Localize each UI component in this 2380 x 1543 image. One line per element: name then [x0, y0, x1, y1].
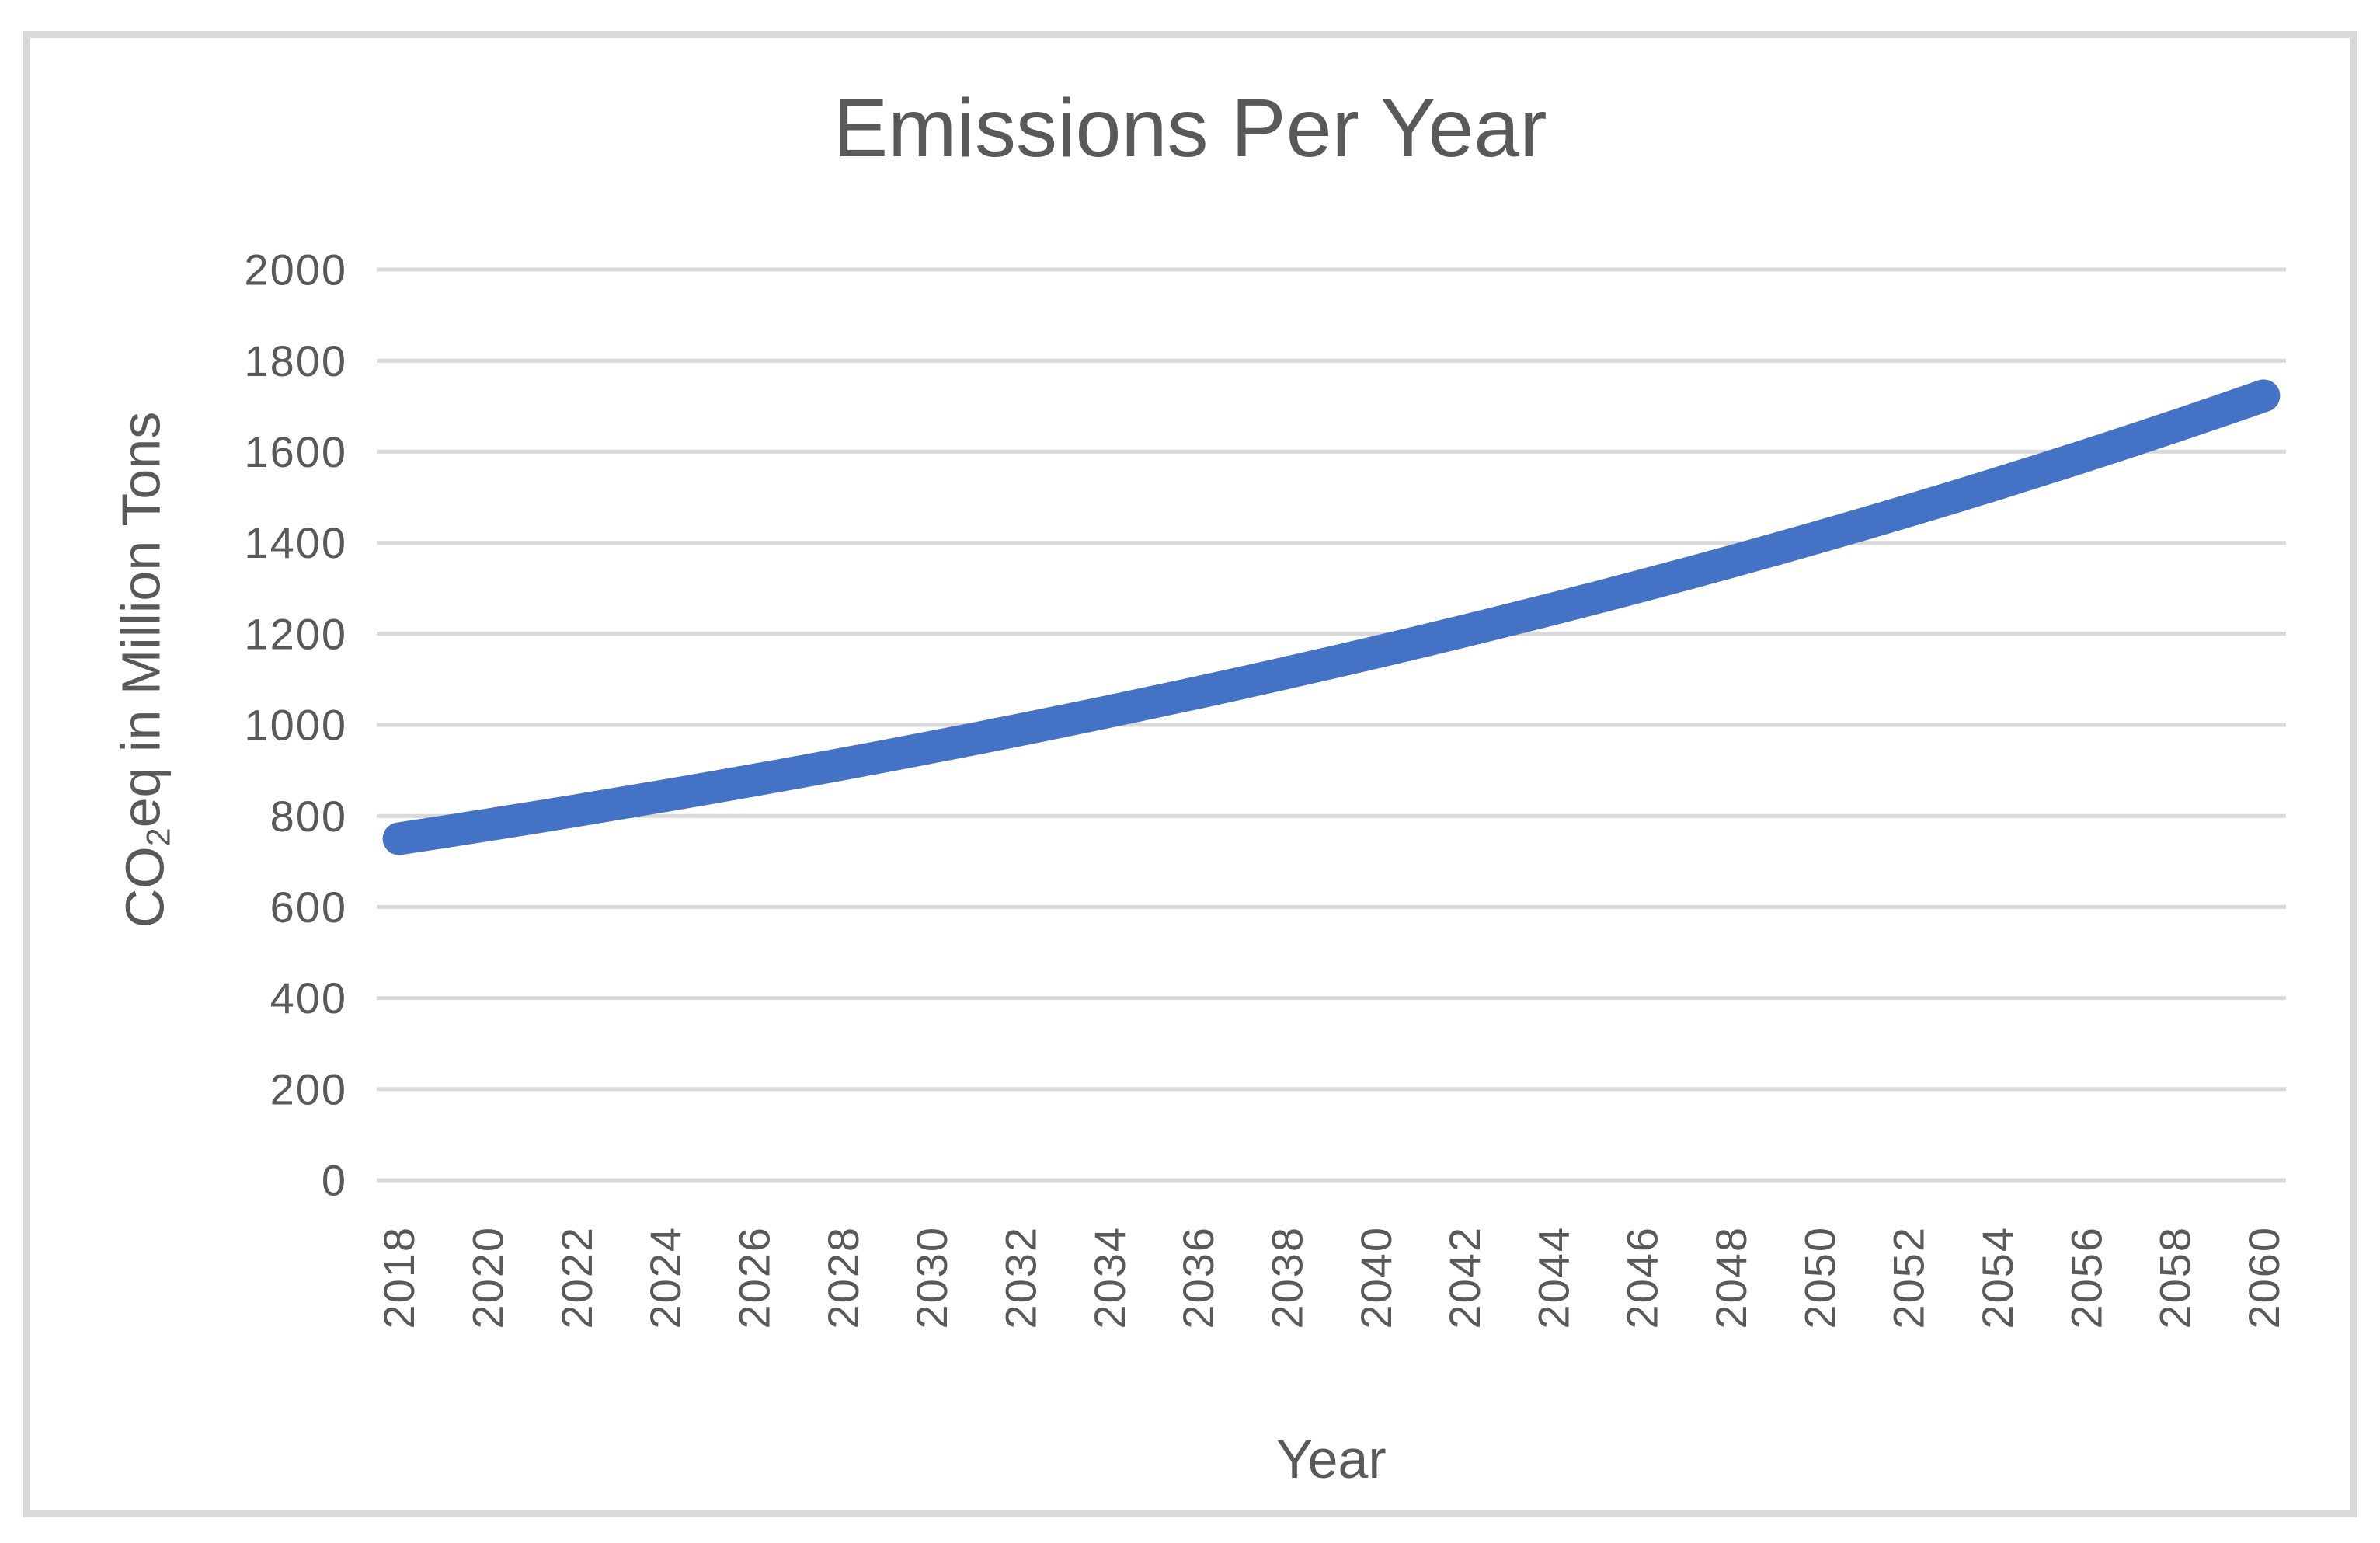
y-tick-label: 2000	[244, 246, 347, 294]
x-tick-label: 2056	[2062, 1226, 2110, 1329]
x-tick-label: 2050	[1795, 1226, 1844, 1329]
y-tick-label: 0	[322, 1156, 347, 1205]
y-tick-label: 1600	[244, 427, 347, 476]
x-tick-label: 2052	[1884, 1226, 1933, 1329]
y-tick-label: 400	[270, 974, 347, 1022]
x-tick-label: 2040	[1352, 1226, 1401, 1329]
y-tick-label: 1200	[244, 609, 347, 658]
x-tick-label: 2028	[819, 1226, 868, 1329]
x-tick-label: 2038	[1262, 1226, 1311, 1329]
y-tick-label: 200	[270, 1064, 347, 1113]
x-tick-label: 2020	[464, 1226, 513, 1329]
x-tick-label: 2032	[996, 1226, 1045, 1329]
x-tick-label: 2030	[907, 1226, 956, 1329]
y-tick-label: 1400	[244, 518, 347, 567]
x-tick-label: 2034	[1085, 1226, 1134, 1329]
x-tick-label: 2042	[1440, 1226, 1489, 1329]
x-tick-label: 2018	[374, 1226, 423, 1329]
y-tick-label: 1000	[244, 701, 347, 750]
chart-frame	[23, 31, 2357, 1517]
y-axis-title: CO2eq in Million Tons	[111, 412, 178, 928]
x-tick-label: 2054	[1973, 1226, 2022, 1329]
y-tick-label: 600	[270, 883, 347, 932]
chart-title: Emissions Per Year	[833, 82, 1547, 174]
x-tick-label: 2044	[1529, 1226, 1578, 1329]
x-tick-label: 2060	[2239, 1226, 2288, 1329]
x-tick-label: 2046	[1618, 1226, 1667, 1329]
x-tick-label: 2036	[1174, 1226, 1223, 1329]
y-tick-label: 800	[270, 792, 347, 841]
x-tick-label: 2026	[729, 1226, 778, 1329]
y-tick-label: 1800	[244, 336, 347, 385]
x-tick-label: 2024	[641, 1226, 690, 1329]
x-tick-label: 2048	[1707, 1226, 1755, 1329]
x-axis-title: Year	[1276, 1429, 1386, 1489]
emissions-line	[382, 379, 2281, 855]
x-tick-label: 2058	[2151, 1226, 2200, 1329]
x-tick-label: 2022	[552, 1226, 601, 1329]
